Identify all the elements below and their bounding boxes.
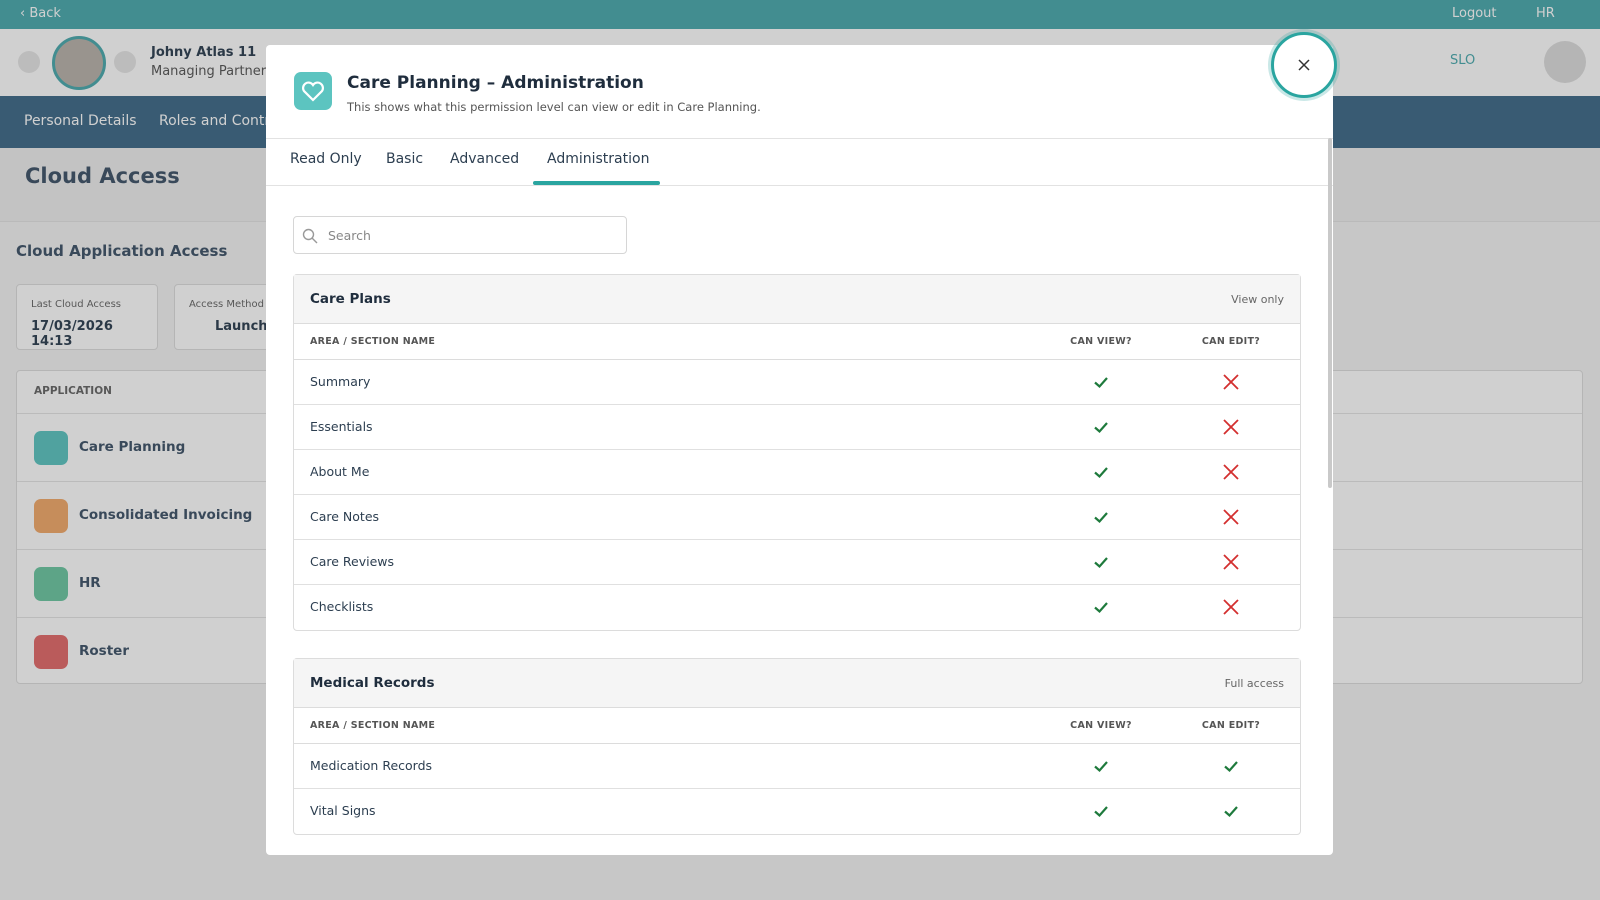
check-icon <box>1222 757 1240 775</box>
permission-row: Checklists <box>294 585 1300 630</box>
area-name: Essentials <box>310 419 373 434</box>
search-box[interactable]: Search <box>293 216 627 254</box>
cross-icon <box>1222 418 1240 436</box>
section-header: Medical Records Full access <box>294 659 1300 708</box>
tab[interactable]: Advanced <box>450 151 519 167</box>
section-access: Full access <box>1225 677 1284 690</box>
close-icon[interactable] <box>1298 59 1310 71</box>
permission-row: Care Reviews <box>294 540 1300 585</box>
permission-section: Care Plans View only AREA / SECTION NAME CA… <box>293 274 1301 631</box>
column-header: AREA / SECTION NAME <box>310 336 435 347</box>
divider <box>266 185 1333 186</box>
permission-row: About Me <box>294 450 1300 495</box>
check-icon <box>1092 463 1110 481</box>
search-placeholder: Search <box>328 228 371 243</box>
cross-icon <box>1222 598 1240 616</box>
area-name: Summary <box>310 374 370 389</box>
column-headers: AREA / SECTION NAME CAN VIEW? CAN EDIT? <box>294 324 1300 360</box>
close-button[interactable] <box>1271 32 1337 98</box>
tab[interactable]: Basic <box>386 151 423 167</box>
section-name: Medical Records <box>310 675 435 691</box>
divider <box>266 138 1333 139</box>
area-name: Medication Records <box>310 758 432 773</box>
section-name: Care Plans <box>310 291 391 307</box>
cross-icon <box>1222 463 1240 481</box>
column-header: CAN EDIT? <box>1191 336 1271 347</box>
column-header: CAN VIEW? <box>1061 336 1141 347</box>
area-name: Care Reviews <box>310 554 394 569</box>
check-icon <box>1222 802 1240 820</box>
column-headers: AREA / SECTION NAME CAN VIEW? CAN EDIT? <box>294 708 1300 744</box>
check-icon <box>1092 508 1110 526</box>
area-name: Checklists <box>310 599 373 614</box>
area-name: Vital Signs <box>310 803 376 818</box>
check-icon <box>1092 418 1110 436</box>
scrollbar[interactable] <box>1328 138 1332 488</box>
permission-modal: Care Planning – Administration This show… <box>266 45 1333 855</box>
area-name: Care Notes <box>310 509 379 524</box>
area-name: About Me <box>310 464 369 479</box>
check-icon <box>1092 553 1110 571</box>
section-header: Care Plans View only <box>294 275 1300 324</box>
modal-title: Care Planning – Administration <box>347 73 644 93</box>
check-icon <box>1092 757 1110 775</box>
tab[interactable]: Read Only <box>290 151 362 167</box>
tab[interactable]: Administration <box>547 151 649 167</box>
permission-row: Summary <box>294 360 1300 405</box>
cross-icon <box>1222 553 1240 571</box>
permission-row: Essentials <box>294 405 1300 450</box>
column-header: CAN EDIT? <box>1191 720 1271 731</box>
permission-row: Care Notes <box>294 495 1300 540</box>
modal-icon <box>294 72 332 110</box>
check-icon <box>1092 802 1110 820</box>
search-icon <box>302 228 318 244</box>
check-icon <box>1092 598 1110 616</box>
cross-icon <box>1222 508 1240 526</box>
permission-row: Medication Records <box>294 744 1300 789</box>
column-header: CAN VIEW? <box>1061 720 1141 731</box>
section-access: View only <box>1231 293 1284 306</box>
permission-section: Medical Records Full access AREA / SECTION… <box>293 658 1301 835</box>
modal-subtitle: This shows what this permission level ca… <box>347 100 761 114</box>
cross-icon <box>1222 373 1240 391</box>
column-header: AREA / SECTION NAME <box>310 720 435 731</box>
check-icon <box>1092 373 1110 391</box>
permission-row: Vital Signs <box>294 789 1300 834</box>
